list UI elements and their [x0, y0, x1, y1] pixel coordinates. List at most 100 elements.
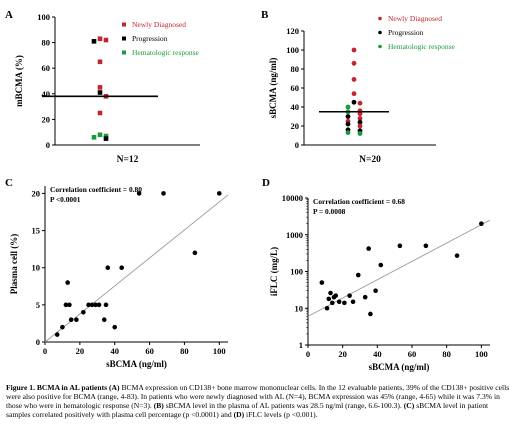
x-tick-label-D: 100 — [475, 349, 488, 359]
data-point-B — [357, 116, 363, 121]
data-point-B — [345, 104, 351, 110]
y-tick-label-D: 1 — [299, 340, 303, 350]
x-axis-title-D: sBCMA (ng/ml) — [369, 362, 430, 372]
data-point-C — [105, 265, 111, 271]
y-axis-title-C: Plasma cell (%) — [9, 234, 19, 294]
data-point-D — [347, 293, 352, 298]
data-point-D — [397, 243, 403, 249]
legend-marker-A — [122, 36, 126, 41]
caption-text-a: BCMA expression on CD138+ bone marrow mo… — [6, 383, 510, 411]
caption-text-c: sBCMA level in patient samples correlate… — [6, 401, 489, 420]
y-tick-label-B: 0 — [295, 140, 299, 150]
data-point-D — [454, 253, 460, 258]
data-point-C — [101, 317, 107, 323]
y-tick-label-B: 120 — [286, 26, 299, 36]
data-point-C — [112, 324, 118, 330]
y-tick-label-B: 60 — [291, 83, 300, 93]
y-tick-label-B: 40 — [291, 102, 300, 112]
data-point-C — [136, 191, 142, 196]
figure-caption: Figure 1. BCMA in AL patients (A) BCMA e… — [6, 383, 514, 419]
data-point-D — [324, 305, 330, 311]
y-axis-title-A: mBCMA (%) — [14, 55, 24, 107]
legend-label-A: Hematologic response — [132, 48, 200, 57]
y-tick-label-A: 80 — [42, 38, 51, 48]
y-tick-label-B: 100 — [286, 45, 299, 55]
data-point-B — [345, 114, 351, 119]
x-tick-label-D: 20 — [338, 349, 347, 359]
data-point-C — [68, 317, 74, 323]
caption-label-b: (B) — [153, 401, 164, 411]
data-point-B — [357, 123, 363, 129]
caption-text-b: sBCMA level in the plasma of AL patients… — [163, 401, 404, 411]
data-point-D — [319, 280, 325, 285]
data-point-C — [93, 302, 98, 308]
data-point-D — [336, 299, 342, 305]
y-tick-label-D: 10000 — [282, 193, 303, 203]
y-tick-label-C: 10 — [32, 263, 41, 273]
legend-marker-B — [378, 16, 382, 21]
data-point-C — [216, 191, 222, 196]
caption-label-c: (C) — [403, 401, 415, 411]
data-point-D — [329, 300, 335, 306]
legend-marker-A — [122, 22, 126, 27]
x-axis-title-C: sBCMA (ng/ml) — [106, 359, 167, 369]
x-tick-label-D: 80 — [442, 349, 451, 359]
legend-label-B: Newly Diagnosed — [388, 14, 442, 23]
y-tick-label-C: 0 — [36, 337, 40, 347]
x-axis-label-B: N=20 — [359, 155, 381, 165]
panel-label-D: D — [262, 177, 270, 189]
y-tick-label-C: 15 — [32, 226, 41, 236]
data-point-C — [119, 265, 124, 271]
data-point-C — [86, 302, 91, 308]
data-point-A — [97, 36, 103, 42]
y-tick-label-C: 5 — [36, 300, 40, 310]
y-tick-label-A: 100 — [37, 12, 50, 22]
annotation-C-1: P <0.0001 — [50, 195, 81, 204]
legend-marker-A — [122, 50, 126, 55]
data-point-A — [97, 59, 103, 65]
data-point-D — [479, 221, 484, 226]
data-point-C — [60, 324, 65, 330]
y-tick-label-A: 0 — [46, 140, 50, 150]
x-tick-label-C: 40 — [110, 346, 119, 356]
data-point-A — [91, 135, 97, 140]
data-point-C — [74, 317, 79, 323]
data-point-D — [362, 294, 368, 300]
caption-lead: Figure 1. BCMA in AL patients (A) — [6, 383, 120, 392]
data-point-D — [328, 290, 333, 296]
x-tick-label-C: 0 — [43, 346, 47, 356]
annotation-C-0: Correlation coefficient = 0.80 — [50, 185, 142, 194]
trend-line-D — [307, 219, 491, 317]
data-point-B — [345, 121, 351, 127]
data-point-C — [96, 302, 102, 308]
data-point-B — [357, 131, 363, 137]
x-tick-label-D: 40 — [373, 349, 382, 359]
caption-label-d: (D) — [233, 410, 245, 420]
y-tick-label-A: 40 — [42, 89, 51, 99]
data-point-C — [67, 302, 72, 308]
data-point-A — [103, 37, 109, 43]
x-tick-label-C: 100 — [213, 346, 226, 356]
panel-label-C: C — [5, 177, 13, 189]
data-point-D — [378, 262, 384, 268]
data-point-D — [355, 272, 361, 278]
y-tick-label-D: 100 — [290, 267, 303, 277]
data-point-C — [63, 302, 69, 308]
data-point-D — [368, 311, 373, 317]
data-point-C — [161, 191, 166, 196]
data-point-B — [357, 119, 363, 125]
data-point-D — [333, 293, 339, 298]
annotation-D-1: P = 0.0008 — [313, 207, 346, 216]
x-tick-label-C: 60 — [145, 346, 154, 356]
data-point-B — [351, 77, 357, 82]
y-tick-label-D: 10 — [295, 303, 304, 313]
data-point-A — [103, 136, 109, 141]
data-point-D — [326, 296, 332, 302]
y-tick-label-A: 60 — [42, 63, 51, 73]
legend-label-B: Progression — [388, 28, 424, 37]
legend-marker-B — [378, 44, 382, 49]
x-tick-label-C: 20 — [76, 346, 85, 356]
legend-label-A: Newly Diagnosed — [132, 20, 186, 29]
annotation-D-0: Correlation coefficient = 0.68 — [313, 197, 405, 206]
